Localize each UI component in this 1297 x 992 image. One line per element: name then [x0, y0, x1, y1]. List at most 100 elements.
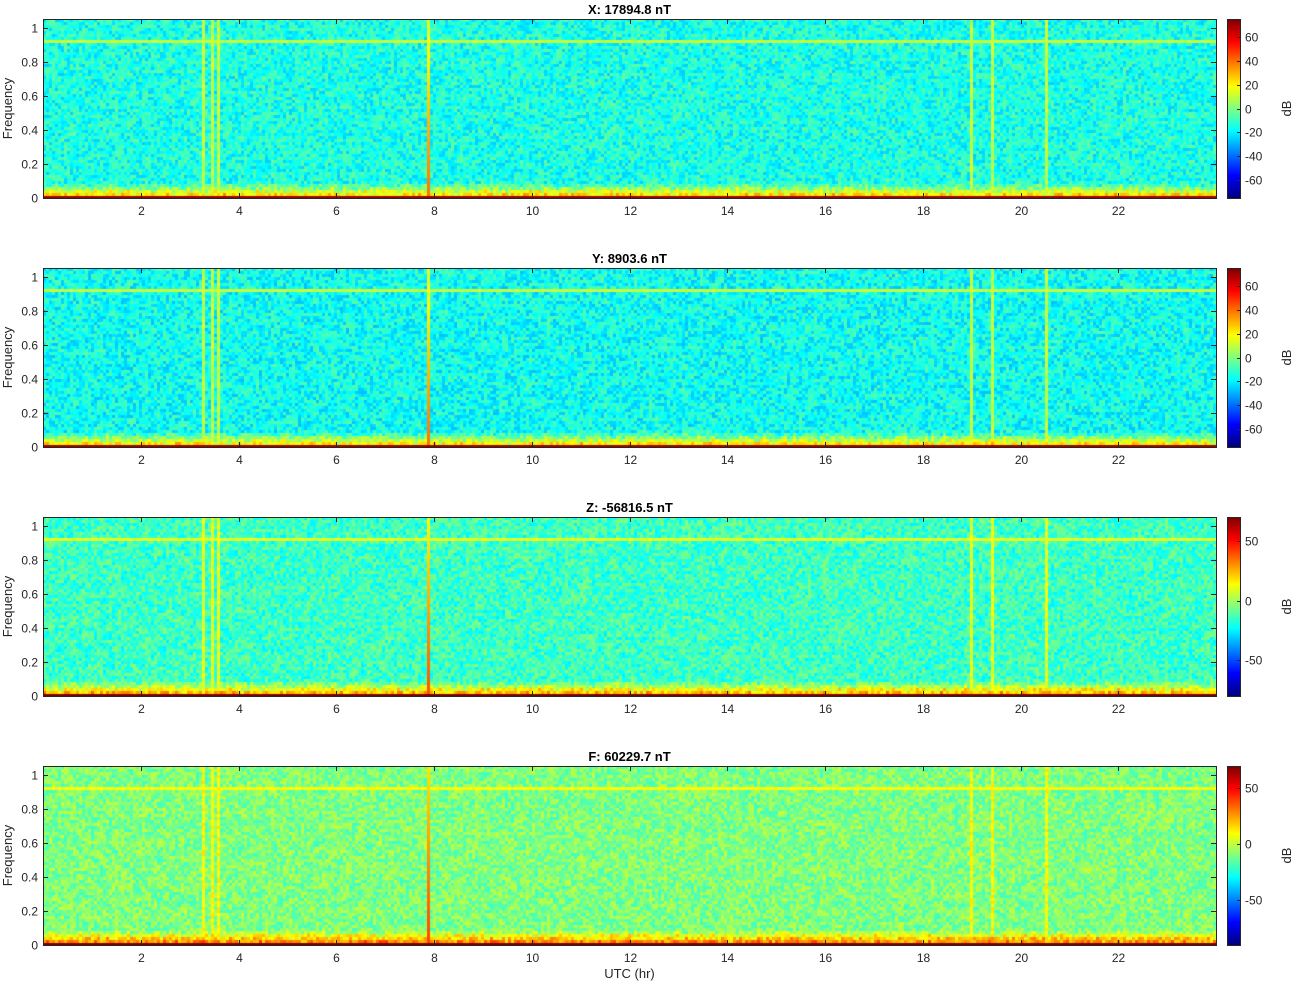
- x-tick-label: 10: [526, 951, 540, 965]
- x-tick-label: 2: [138, 204, 145, 218]
- y-tick-label: 0.4: [21, 373, 38, 387]
- x-tick-label: 8: [431, 204, 438, 218]
- spectrogram-panel-y: Y: 8903.6 nT 2 4 6 8 10 12 14 16 18 20 22 0 0.2 0.4 0.6…: [0, 249, 1297, 494]
- plot-frame: [43, 19, 1217, 199]
- x-tick-label: 20: [1015, 702, 1029, 716]
- y-axis-label: Frequency: [0, 824, 15, 886]
- y-tick-label: 0.6: [21, 90, 38, 104]
- x-tick-label: 10: [526, 453, 540, 467]
- colorbar-label: dB: [1279, 599, 1294, 615]
- colorbar-tick-label: -50: [1245, 654, 1263, 668]
- x-tick-label: 2: [138, 951, 145, 965]
- colorbar-frame: [1227, 19, 1241, 199]
- spectrogram-image: [43, 517, 1216, 696]
- x-tick-label: 10: [526, 702, 540, 716]
- spectrogram-image: [43, 766, 1216, 945]
- y-tick-label: 1: [31, 22, 38, 36]
- axes-overlay: F: 60229.7 nT2 4 6 8 10 12 14 16 18 20 2200.20.40.…: [0, 749, 1294, 981]
- x-tick-label: 8: [431, 702, 438, 716]
- y-tick-label: 0: [31, 192, 38, 206]
- x-tick-label: 2: [138, 453, 145, 467]
- colorbar-tick-label: -20: [1245, 375, 1263, 389]
- y-tick-label: 1: [31, 271, 38, 285]
- colorbar-gradient: [1227, 766, 1240, 945]
- x-tick-label: 18: [917, 453, 931, 467]
- y-axis-label: Frequency: [0, 77, 15, 139]
- x-tick-label: 8: [431, 453, 438, 467]
- x-tick-label: 8: [431, 951, 438, 965]
- y-tick-label: 0.4: [21, 871, 38, 885]
- y-axis-label: Frequency: [0, 575, 15, 637]
- colorbar-tick-label: 40: [1245, 55, 1259, 69]
- y-tick-label: 0.4: [21, 124, 38, 138]
- plot-frame: [43, 766, 1217, 946]
- x-tick-label: 6: [333, 702, 340, 716]
- colorbar-tick-label: 50: [1245, 782, 1259, 796]
- x-tick-label: 4: [236, 204, 243, 218]
- x-tick-label: 20: [1015, 951, 1029, 965]
- colorbar-frame: [1227, 517, 1241, 697]
- y-tick-label: 0.8: [21, 305, 38, 319]
- colorbar-tick-label: -20: [1245, 126, 1263, 140]
- colorbar-label: dB: [1279, 101, 1294, 117]
- colorbar-tick-label: 40: [1245, 304, 1259, 318]
- colorbar-tick-label: 60: [1245, 31, 1259, 45]
- colorbar-gradient: [1227, 517, 1240, 696]
- colorbar-gradient: [1227, 268, 1240, 447]
- colorbar-gradient: [1227, 19, 1240, 198]
- y-tick-label: 1: [31, 769, 38, 783]
- x-tick-label: 16: [819, 702, 833, 716]
- colorbar-tick-label: -50: [1245, 894, 1263, 908]
- colorbar-tick-label: 0: [1245, 838, 1252, 852]
- x-tick-label: 14: [721, 453, 735, 467]
- x-tick-label: 10: [526, 204, 540, 218]
- panel-title: Y: 8903.6 nT: [592, 251, 667, 266]
- x-tick-label: 2: [138, 702, 145, 716]
- y-tick-label: 0: [31, 690, 38, 704]
- x-tick-label: 16: [819, 453, 833, 467]
- axes-overlay: X: 17894.8 nT2 4 6 8 10 12 14 16 18 20 2200.20.40.…: [0, 2, 1294, 218]
- x-tick-label: 18: [917, 204, 931, 218]
- colorbar-tick-label: 0: [1245, 103, 1252, 117]
- x-tick-label: 20: [1015, 204, 1029, 218]
- axes-overlay: Z: -56816.5 nT2 4 6 8 10 12 14 16 18 20 2200.20.40…: [0, 500, 1294, 716]
- colorbar-frame: [1227, 268, 1241, 448]
- colorbar-tick-label: -60: [1245, 174, 1263, 188]
- x-tick-label: 4: [236, 951, 243, 965]
- y-tick-label: 0.2: [21, 158, 38, 172]
- x-tick-label: 4: [236, 453, 243, 467]
- x-tick-label: 14: [721, 951, 735, 965]
- x-tick-label: 20: [1015, 453, 1029, 467]
- x-tick-label: 22: [1112, 702, 1126, 716]
- spectrogram-panel-f: F: 60229.7 nT 2 4 6 8 10 12 14 16 18 20 22 0 0.2 0.4 0.…: [0, 747, 1297, 992]
- y-tick-label: 0.8: [21, 803, 38, 817]
- panel-title: Z: -56816.5 nT: [586, 500, 673, 515]
- y-tick-label: 1: [31, 520, 38, 534]
- plot-frame: [43, 517, 1217, 697]
- spectrogram-panel-z: Z: -56816.5 nT 2 4 6 8 10 12 14 16 18 20 22 0 0.2 0.4 0…: [0, 498, 1297, 743]
- x-tick-label: 12: [624, 702, 638, 716]
- colorbar-tick-label: 50: [1245, 535, 1259, 549]
- y-tick-label: 0: [31, 441, 38, 455]
- y-axis-label: Frequency: [0, 326, 15, 388]
- x-tick-label: 6: [333, 453, 340, 467]
- colorbar-tick-label: -40: [1245, 399, 1263, 413]
- panel-title: F: 60229.7 nT: [588, 749, 670, 764]
- y-tick-label: 0.6: [21, 339, 38, 353]
- x-tick-label: 6: [333, 204, 340, 218]
- y-tick-label: 0.6: [21, 588, 38, 602]
- y-tick-label: 0.8: [21, 554, 38, 568]
- colorbar-tick-label: 20: [1245, 79, 1259, 93]
- x-tick-label: 18: [917, 702, 931, 716]
- x-tick-label: 16: [819, 204, 833, 218]
- colorbar-tick-label: -60: [1245, 423, 1263, 437]
- plot-frame: [43, 268, 1217, 448]
- y-tick-label: 0.2: [21, 407, 38, 421]
- axes-overlay: Y: 8903.6 nT2 4 6 8 10 12 14 16 18 20 2200.20.40.6…: [0, 251, 1294, 467]
- colorbar-tick-label: -40: [1245, 150, 1263, 164]
- y-tick-label: 0.2: [21, 905, 38, 919]
- x-tick-label: 14: [721, 702, 735, 716]
- y-tick-label: 0.4: [21, 622, 38, 636]
- x-tick-label: 18: [917, 951, 931, 965]
- spectrogram-panel-x: X: 17894.8 nT 2 4 6 8 10 12 14 16 18 20 22 0 0.2 0.4 0.…: [0, 0, 1297, 245]
